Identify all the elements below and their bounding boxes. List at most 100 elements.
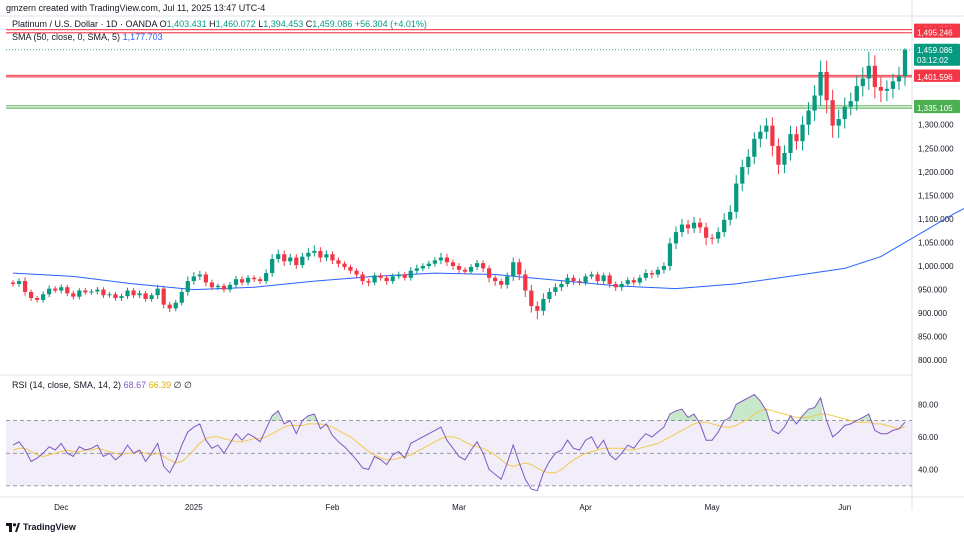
- candle-body[interactable]: [493, 277, 498, 282]
- candle-body[interactable]: [179, 291, 184, 303]
- candle-body[interactable]: [589, 274, 594, 277]
- candle-body[interactable]: [661, 266, 667, 270]
- candle-body[interactable]: [402, 274, 407, 278]
- candle-body[interactable]: [529, 290, 534, 307]
- candle-body[interactable]: [131, 290, 136, 296]
- candle-body[interactable]: [251, 277, 257, 280]
- candle-body[interactable]: [65, 287, 70, 294]
- candle-body[interactable]: [601, 275, 606, 282]
- candle-body[interactable]: [896, 76, 902, 82]
- candle-body[interactable]: [511, 262, 516, 277]
- candle-body[interactable]: [83, 290, 88, 293]
- candle-body[interactable]: [239, 279, 245, 283]
- candle-body[interactable]: [264, 273, 269, 282]
- candle-body[interactable]: [227, 284, 233, 290]
- rsi-label[interactable]: RSI (14, close, SMA, 14, 2): [12, 380, 122, 390]
- candle-body[interactable]: [426, 263, 431, 267]
- candle-body[interactable]: [764, 125, 769, 132]
- candle-body[interactable]: [487, 268, 492, 278]
- candle-body[interactable]: [716, 232, 721, 239]
- candle-body[interactable]: [384, 277, 389, 282]
- candle-body[interactable]: [348, 266, 353, 271]
- candle-body[interactable]: [342, 263, 347, 267]
- candle-body[interactable]: [752, 138, 757, 157]
- candle-body[interactable]: [408, 270, 413, 278]
- candle-body[interactable]: [637, 277, 642, 283]
- candle-body[interactable]: [245, 277, 251, 283]
- candle-body[interactable]: [788, 134, 793, 153]
- candle-body[interactable]: [728, 211, 733, 220]
- candle-body[interactable]: [703, 227, 709, 238]
- candle-body[interactable]: [480, 263, 486, 269]
- candle-body[interactable]: [553, 287, 558, 292]
- candle-body[interactable]: [830, 100, 835, 126]
- candle-body[interactable]: [22, 281, 28, 292]
- candle-body[interactable]: [288, 257, 293, 262]
- candle-body[interactable]: [824, 71, 829, 101]
- candle-body[interactable]: [318, 250, 323, 258]
- candle-body[interactable]: [902, 49, 908, 77]
- candle-body[interactable]: [655, 269, 660, 275]
- candle-body[interactable]: [444, 257, 450, 263]
- candle-body[interactable]: [878, 87, 883, 91]
- candle-body[interactable]: [390, 276, 395, 282]
- candle-body[interactable]: [679, 224, 685, 233]
- candle-body[interactable]: [685, 224, 691, 229]
- candle-body[interactable]: [884, 88, 890, 91]
- candle-body[interactable]: [619, 283, 624, 288]
- candle-body[interactable]: [631, 280, 636, 283]
- candle-body[interactable]: [396, 274, 401, 277]
- candle-body[interactable]: [119, 296, 124, 299]
- candle-body[interactable]: [89, 291, 94, 293]
- candle-body[interactable]: [420, 266, 425, 269]
- candle-body[interactable]: [10, 282, 16, 284]
- sma-label[interactable]: SMA (50, close, 0, SMA, 5): [12, 32, 121, 42]
- candle-body[interactable]: [800, 124, 805, 142]
- candle-body[interactable]: [517, 262, 522, 275]
- candle-body[interactable]: [499, 281, 504, 285]
- candle-body[interactable]: [577, 281, 582, 283]
- candle-body[interactable]: [77, 290, 82, 297]
- candle-body[interactable]: [276, 254, 281, 259]
- candle-body[interactable]: [505, 276, 510, 285]
- candle-body[interactable]: [836, 119, 841, 126]
- candle-body[interactable]: [161, 288, 166, 305]
- candle-body[interactable]: [438, 257, 444, 261]
- candle-body[interactable]: [818, 71, 823, 96]
- candle-body[interactable]: [47, 288, 52, 295]
- candle-body[interactable]: [842, 106, 847, 120]
- candle-body[interactable]: [523, 274, 528, 291]
- candle-body[interactable]: [722, 219, 727, 233]
- candle-body[interactable]: [71, 293, 76, 297]
- candle-body[interactable]: [565, 277, 570, 284]
- candle-body[interactable]: [758, 131, 763, 139]
- candle-body[interactable]: [336, 260, 341, 264]
- candle-body[interactable]: [233, 279, 239, 285]
- candle-body[interactable]: [366, 281, 371, 283]
- candle-body[interactable]: [794, 134, 799, 142]
- candle-body[interactable]: [35, 298, 40, 300]
- candle-body[interactable]: [372, 275, 377, 283]
- candle-body[interactable]: [547, 291, 552, 299]
- candle-body[interactable]: [776, 145, 781, 165]
- candle-body[interactable]: [812, 95, 817, 111]
- candle-body[interactable]: [197, 274, 202, 277]
- candle-body[interactable]: [28, 291, 34, 299]
- candle-body[interactable]: [806, 110, 811, 125]
- candle-body[interactable]: [866, 65, 871, 79]
- candle-body[interactable]: [306, 252, 311, 257]
- candle-body[interactable]: [571, 277, 576, 282]
- candle-body[interactable]: [474, 263, 480, 267]
- candle-body[interactable]: [468, 266, 474, 272]
- candle-body[interactable]: [860, 78, 865, 87]
- candle-body[interactable]: [643, 273, 648, 278]
- candle-body[interactable]: [541, 298, 546, 311]
- candle-body[interactable]: [53, 288, 58, 291]
- candle-body[interactable]: [185, 281, 190, 292]
- candle-body[interactable]: [113, 294, 118, 299]
- candle-body[interactable]: [95, 289, 100, 292]
- candle-body[interactable]: [360, 274, 365, 282]
- symbol-name[interactable]: Platinum / U.S. Dollar · 1D · OANDA: [12, 19, 158, 29]
- candle-body[interactable]: [535, 306, 540, 311]
